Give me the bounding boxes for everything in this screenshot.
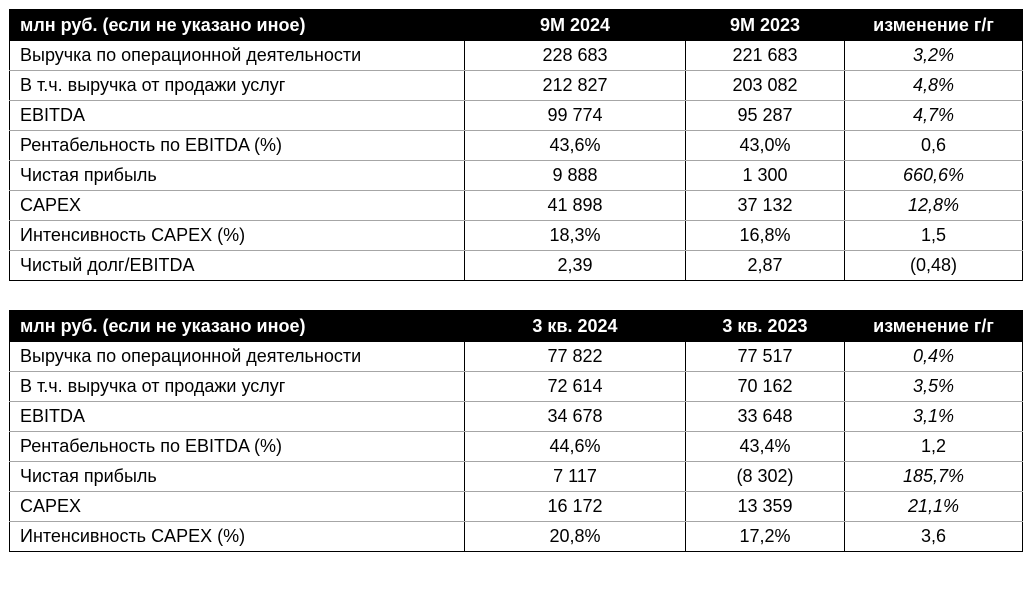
value-change: 3,1% [844,401,1023,432]
metric-label: Чистая прибыль [9,160,465,191]
metric-label: CAPEX [9,491,465,522]
table-9m-results: млн руб. (если не указано иное) 9М 2024 … [9,9,1023,281]
value-previous: 16,8% [685,220,845,251]
metric-label: Интенсивность CAPEX (%) [9,521,465,552]
metric-label: EBITDA [9,100,465,131]
value-change: 12,8% [844,190,1023,221]
table-row: Выручка по операционной деятельности 77 8… [9,341,1023,372]
value-change: 4,8% [844,70,1023,101]
value-previous: 43,0% [685,130,845,161]
header-change: изменение г/г [844,310,1023,342]
header-unit-label: млн руб. (если не указано иное) [9,9,465,41]
value-previous: 13 359 [685,491,845,522]
metric-label: Чистый долг/EBITDA [9,250,465,281]
metric-label: Чистая прибыль [9,461,465,492]
value-change: 1,5 [844,220,1023,251]
value-previous: 43,4% [685,431,845,462]
value-current: 77 822 [464,341,686,372]
value-previous: 33 648 [685,401,845,432]
value-previous: 203 082 [685,70,845,101]
header-change: изменение г/г [844,9,1023,41]
table-row: EBITDA 34 678 33 648 3,1% [9,401,1023,432]
metric-label: В т.ч. выручка от продажи услуг [9,371,465,402]
metric-label: Выручка по операционной деятельности [9,40,465,71]
value-change: 3,5% [844,371,1023,402]
table-row: Чистая прибыль 7 117 (8 302) 185,7% [9,461,1023,492]
metric-label: Рентабельность по EBITDA (%) [9,130,465,161]
table-header-row: млн руб. (если не указано иное) 9М 2024 … [9,9,1023,41]
metric-label: Интенсивность CAPEX (%) [9,220,465,251]
value-previous: 37 132 [685,190,845,221]
table-row: Рентабельность по EBITDA (%) 43,6% 43,0% 0,… [9,130,1023,161]
value-current: 212 827 [464,70,686,101]
value-previous: 1 300 [685,160,845,191]
table-row: CAPEX 41 898 37 132 12,8% [9,190,1023,221]
table-row: Рентабельность по EBITDA (%) 44,6% 43,4% 1,… [9,431,1023,462]
header-unit-label: млн руб. (если не указано иное) [9,310,465,342]
value-change: 1,2 [844,431,1023,462]
value-current: 9 888 [464,160,686,191]
value-previous: 221 683 [685,40,845,71]
value-change: (0,48) [844,250,1023,281]
value-current: 228 683 [464,40,686,71]
value-change: 21,1% [844,491,1023,522]
value-change: 4,7% [844,100,1023,131]
header-period-previous: 3 кв. 2023 [685,310,845,342]
value-current: 7 117 [464,461,686,492]
header-period-current: 9М 2024 [464,9,686,41]
metric-label: CAPEX [9,190,465,221]
value-current: 99 774 [464,100,686,131]
metric-label: EBITDA [9,401,465,432]
value-change: 3,6 [844,521,1023,552]
value-change: 185,7% [844,461,1023,492]
value-current: 44,6% [464,431,686,462]
table-q3-results: млн руб. (если не указано иное) 3 кв. 20… [9,310,1023,552]
value-change: 0,6 [844,130,1023,161]
table-row: В т.ч. выручка от продажи услуг 212 827 20… [9,70,1023,101]
value-previous: 77 517 [685,341,845,372]
table-row: Выручка по операционной деятельности 228 … [9,40,1023,71]
value-previous: 95 287 [685,100,845,131]
table-row: Чистая прибыль 9 888 1 300 660,6% [9,160,1023,191]
value-previous: 70 162 [685,371,845,402]
value-change: 3,2% [844,40,1023,71]
value-current: 16 172 [464,491,686,522]
value-current: 43,6% [464,130,686,161]
table-row: Чистый долг/EBITDA 2,39 2,87 (0,48) [9,250,1023,281]
table-row: Интенсивность CAPEX (%) 20,8% 17,2% 3,6 [9,521,1023,552]
table-header-row: млн руб. (если не указано иное) 3 кв. 20… [9,310,1023,342]
metric-label: Выручка по операционной деятельности [9,341,465,372]
metric-label: В т.ч. выручка от продажи услуг [9,70,465,101]
value-current: 72 614 [464,371,686,402]
header-period-current: 3 кв. 2024 [464,310,686,342]
value-change: 0,4% [844,341,1023,372]
header-period-previous: 9М 2023 [685,9,845,41]
table-row: CAPEX 16 172 13 359 21,1% [9,491,1023,522]
value-current: 41 898 [464,190,686,221]
value-current: 18,3% [464,220,686,251]
value-previous: 17,2% [685,521,845,552]
value-current: 2,39 [464,250,686,281]
table-row: Интенсивность CAPEX (%) 18,3% 16,8% 1,5 [9,220,1023,251]
metric-label: Рентабельность по EBITDA (%) [9,431,465,462]
table-row: В т.ч. выручка от продажи услуг 72 614 70 … [9,371,1023,402]
value-previous: 2,87 [685,250,845,281]
table-row: EBITDA 99 774 95 287 4,7% [9,100,1023,131]
value-current: 34 678 [464,401,686,432]
value-current: 20,8% [464,521,686,552]
value-change: 660,6% [844,160,1023,191]
value-previous: (8 302) [685,461,845,492]
